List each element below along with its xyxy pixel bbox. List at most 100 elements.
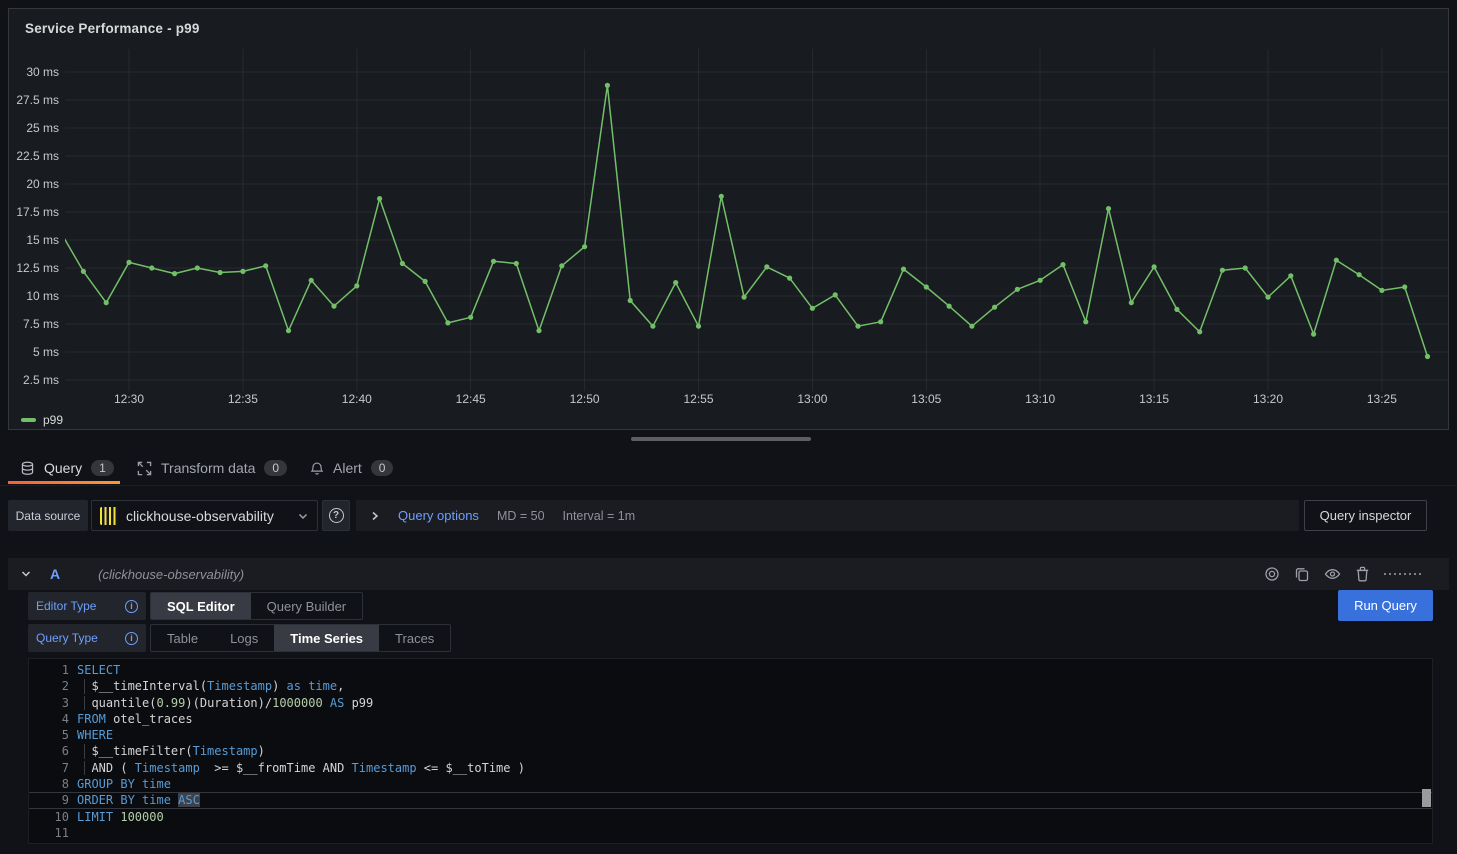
query-ref-id[interactable]: A	[50, 566, 60, 582]
line-number: 4	[29, 711, 69, 727]
question-circle-icon: ?	[329, 508, 344, 523]
line-number: 3	[29, 695, 69, 711]
datasource-select[interactable]: clickhouse-observability	[91, 500, 318, 531]
sql-code-text: FROM otel_traces	[77, 711, 193, 727]
timeseries-panel: Service Performance - p99 30 ms27.5 ms25…	[8, 8, 1449, 430]
chevron-right-icon[interactable]	[370, 511, 380, 521]
svg-text:13:20: 13:20	[1253, 392, 1283, 406]
svg-text:12:55: 12:55	[683, 392, 713, 406]
svg-text:30 ms: 30 ms	[26, 65, 59, 79]
query-type-label: Query Type i	[28, 624, 146, 652]
sql-code-text: ORDER BY time ASC	[77, 793, 200, 807]
editor-scrollbar-thumb[interactable]	[1422, 789, 1431, 807]
sql-line-4[interactable]: 4 FROM otel_traces	[29, 711, 1432, 727]
sql-code-lines: 1SELECT2 $__timeInterval(Timestamp) as t…	[29, 662, 1432, 841]
collapse-chevron-icon[interactable]	[20, 568, 32, 580]
sql-code-editor[interactable]: 1SELECT2 $__timeInterval(Timestamp) as t…	[28, 658, 1433, 844]
legend-series-color	[21, 418, 36, 422]
editor-type-label: Editor Type i	[28, 592, 146, 620]
info-circle-icon[interactable]: i	[125, 600, 138, 613]
line-number: 8	[29, 776, 69, 792]
sql-line-6[interactable]: 6 $__timeFilter(Timestamp)	[29, 743, 1432, 759]
line-number: 6	[29, 743, 69, 759]
info-circle-icon[interactable]: i	[125, 632, 138, 645]
sql-line-5[interactable]: 5 WHERE	[29, 727, 1432, 743]
horizontal-scrollbar-thumb[interactable]	[631, 437, 811, 441]
sql-code-text: WHERE	[77, 727, 113, 743]
line-number: 2	[29, 678, 69, 694]
tab-transform-data[interactable]: Transform data 0	[137, 453, 287, 483]
query-type-time-series[interactable]: Time Series	[274, 625, 379, 651]
tab-query[interactable]: Query 1	[20, 453, 114, 483]
svg-text:12:50: 12:50	[570, 392, 600, 406]
sql-line-7[interactable]: 7 AND ( Timestamp >= $__fromTime AND Tim…	[29, 760, 1432, 776]
query-row-header[interactable]: A (clickhouse-observability)	[8, 558, 1449, 590]
bell-icon	[310, 461, 324, 476]
query-options-md: MD = 50	[497, 509, 545, 523]
query-options-link[interactable]: Query options	[398, 508, 479, 523]
chevron-down-icon	[297, 510, 309, 522]
tab-alert-count-badge: 0	[371, 460, 394, 476]
line-number: 11	[29, 825, 69, 841]
sql-code-text: SELECT	[77, 662, 120, 678]
sql-line-9[interactable]: 9ORDER BY time ASC	[29, 792, 1432, 808]
line-number: 5	[29, 727, 69, 743]
database-icon	[20, 461, 35, 476]
duplicate-query-icon[interactable]	[1294, 566, 1310, 582]
sql-code-text: AND ( Timestamp >= $__fromTime AND Times…	[77, 760, 525, 776]
query-options-interval: Interval = 1m	[563, 509, 636, 523]
query-type-logs[interactable]: Logs	[214, 625, 274, 651]
svg-text:12:40: 12:40	[342, 392, 372, 406]
tab-alert-label: Alert	[333, 460, 362, 476]
sql-code-text: $__timeInterval(Timestamp) as time,	[77, 678, 344, 694]
editor-tabs-bar: Query 1 Transform data 0 Alert 0	[0, 453, 1457, 486]
tab-transform-count-badge: 0	[264, 460, 287, 476]
sql-code-text: quantile(0.99)(Duration)/1000000 AS p99	[77, 695, 373, 711]
query-type-traces[interactable]: Traces	[379, 625, 450, 651]
line-number: 10	[29, 809, 69, 825]
editor-type-sql-editor[interactable]: SQL Editor	[151, 593, 251, 619]
run-query-button[interactable]: Run Query	[1338, 590, 1433, 621]
active-tab-indicator	[8, 481, 120, 484]
timeseries-chart: 30 ms27.5 ms25 ms22.5 ms20 ms17.5 ms15 m…	[9, 9, 1448, 409]
delete-query-trash-icon[interactable]	[1355, 566, 1370, 582]
legend-item-p99[interactable]: p99	[21, 413, 63, 427]
svg-text:13:15: 13:15	[1139, 392, 1169, 406]
svg-text:2.5 ms: 2.5 ms	[23, 373, 59, 387]
sql-line-3[interactable]: 3 quantile(0.99)(Duration)/1000000 AS p9…	[29, 695, 1432, 711]
query-type-switcher: Table Logs Time Series Traces	[150, 624, 451, 652]
svg-text:12:45: 12:45	[456, 392, 486, 406]
sql-line-8[interactable]: 8 GROUP BY time	[29, 776, 1432, 792]
svg-text:13:05: 13:05	[911, 392, 941, 406]
svg-text:12.5 ms: 12.5 ms	[16, 261, 59, 275]
query-inspector-button[interactable]: Query inspector	[1304, 500, 1427, 531]
sql-line-1[interactable]: 1 SELECT	[29, 662, 1432, 678]
sql-line-10[interactable]: 10LIMIT 100000	[29, 809, 1432, 825]
svg-text:12:30: 12:30	[114, 392, 144, 406]
sql-line-11[interactable]: 11	[29, 825, 1432, 841]
query-type-table[interactable]: Table	[151, 625, 214, 651]
legend-series-label: p99	[43, 413, 63, 427]
datasource-label: Data source	[8, 500, 88, 531]
transform-icon	[137, 461, 152, 476]
svg-text:27.5 ms: 27.5 ms	[16, 93, 59, 107]
svg-text:15 ms: 15 ms	[26, 233, 59, 247]
tab-query-label: Query	[44, 460, 82, 476]
svg-text:17.5 ms: 17.5 ms	[16, 205, 59, 219]
svg-text:25 ms: 25 ms	[26, 121, 59, 135]
sql-code-text: GROUP BY time	[77, 776, 171, 792]
svg-text:7.5 ms: 7.5 ms	[23, 317, 59, 331]
svg-text:20 ms: 20 ms	[26, 177, 59, 191]
editor-type-label-text: Editor Type	[36, 599, 96, 613]
line-number: 1	[29, 662, 69, 678]
hide-response-eye-icon[interactable]	[1324, 566, 1341, 582]
datasource-help-button[interactable]: ?	[322, 500, 350, 531]
editor-type-query-builder[interactable]: Query Builder	[251, 593, 362, 619]
datasource-selected-value: clickhouse-observability	[126, 508, 289, 524]
svg-text:12:35: 12:35	[228, 392, 258, 406]
tab-alert[interactable]: Alert 0	[310, 453, 393, 483]
sql-line-2[interactable]: 2 $__timeInterval(Timestamp) as time,	[29, 678, 1432, 694]
drag-handle-icon[interactable]	[1384, 573, 1422, 576]
editor-type-switcher: SQL Editor Query Builder	[150, 592, 363, 620]
record-query-icon[interactable]	[1264, 566, 1280, 582]
